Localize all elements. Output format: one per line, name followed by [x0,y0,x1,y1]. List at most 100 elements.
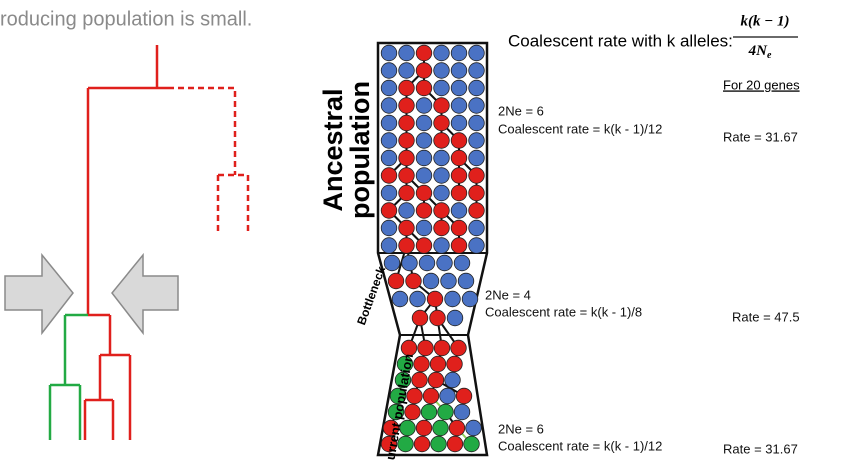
individual [468,97,485,114]
individual [380,132,398,149]
individual [446,435,464,453]
individual [415,114,433,132]
individual [398,79,415,97]
individual [453,254,471,272]
individual [463,435,480,453]
formula-denominator: 4Ne [748,43,772,61]
individual [415,97,433,114]
individual [468,202,485,219]
individual [396,355,414,373]
individual [415,79,433,97]
rate-value: Rate = 31.67 [723,129,798,144]
individual [422,387,440,405]
individual [415,132,433,149]
individual [450,184,468,202]
individual [394,371,412,389]
individual [382,419,400,437]
individual [380,435,398,453]
individual [436,254,453,272]
individual [398,167,415,184]
individual [430,435,447,453]
individual [398,97,415,114]
rate-value: Rate = 47.5 [732,309,800,324]
individual [446,309,464,327]
individual [468,132,485,149]
individual [415,202,433,219]
individual [468,149,485,167]
individual [453,403,471,421]
individual [439,387,456,405]
individual [433,79,450,97]
individual [468,167,485,184]
individual [465,419,482,437]
individual [380,114,398,132]
individual [380,219,398,237]
individual [444,290,461,308]
individual [387,272,405,290]
individual [398,132,415,149]
individual [433,132,450,149]
individual [380,149,398,167]
individual [468,219,485,237]
individual [406,387,423,405]
population-outline [376,41,489,457]
individual [433,114,450,132]
individual [415,149,433,167]
individual [433,62,450,79]
ne-label: 2Ne = 4 [485,287,531,302]
rate-formula: Coalescent rate = k(k - 1)/12 [498,438,662,453]
rate-formula: Coalescent rate = k(k - 1)/12 [498,121,662,136]
individual [413,435,431,453]
individual [413,355,430,373]
individual [415,419,433,437]
individual [426,290,444,308]
ancestral-label: Ancestral [318,88,348,211]
individual [380,44,398,62]
individual [420,403,438,421]
individual [450,114,468,132]
individual [383,254,401,272]
individuals [380,44,485,453]
ne-label: 2Ne = 6 [498,421,544,436]
individual [415,62,433,79]
individual [437,403,454,421]
individual [468,79,485,97]
individual [398,184,415,202]
individual [400,339,418,357]
individual [433,219,450,237]
individual [450,132,468,149]
individual [429,309,446,327]
individual [398,237,415,254]
individual [429,355,447,373]
individual [433,44,450,62]
individual [455,387,473,405]
individual [415,237,433,254]
individual [387,403,405,421]
arrow-left [111,252,179,336]
individual [415,44,433,62]
individual [433,167,450,184]
individual [411,371,428,389]
individual [450,79,468,97]
individual [415,184,433,202]
individual [404,403,421,421]
individual [380,184,398,202]
individual [398,44,415,62]
ne-label: 2Ne = 6 [498,103,544,118]
individual [450,339,467,357]
individual [398,219,415,237]
individual [415,167,433,184]
individual [433,184,450,202]
individual [433,237,450,254]
individual [433,149,450,167]
genes-header: For 20 genes [723,77,800,92]
individual [440,272,457,290]
individual [450,44,468,62]
header-text: roducing population is small. [0,8,252,30]
individual [450,167,468,184]
individual [433,202,450,219]
individual [468,44,485,62]
individual [380,79,398,97]
individual [411,309,429,327]
individual [433,339,451,357]
